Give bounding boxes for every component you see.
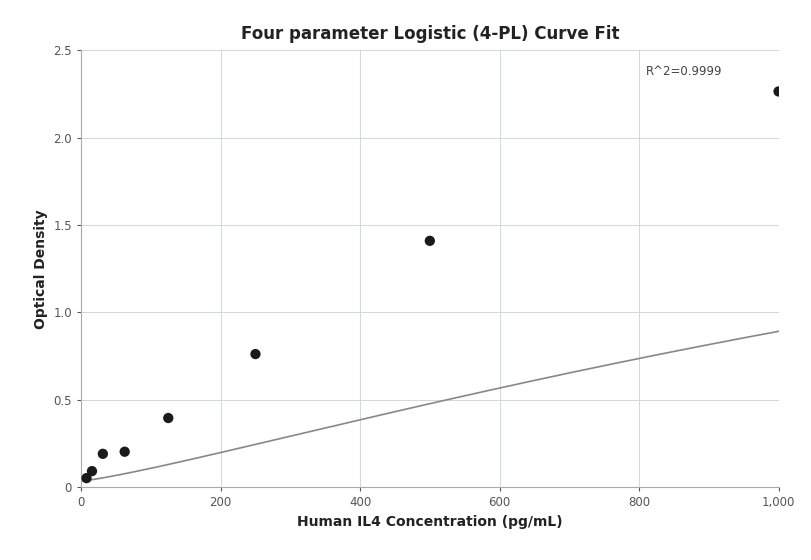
Point [772, 87, 785, 96]
X-axis label: Human IL4 Concentration (pg/mL): Human IL4 Concentration (pg/mL) [297, 515, 563, 529]
Point [249, 349, 262, 358]
Text: R^2=0.9999: R^2=0.9999 [646, 65, 723, 78]
Point [80, 474, 93, 483]
Title: Four parameter Logistic (4-PL) Curve Fit: Four parameter Logistic (4-PL) Curve Fit [241, 25, 619, 43]
Y-axis label: Optical Density: Optical Density [34, 209, 48, 329]
Point [118, 447, 131, 456]
Point [85, 466, 98, 475]
Point [423, 236, 436, 245]
Point [161, 413, 175, 422]
Point [97, 449, 109, 458]
